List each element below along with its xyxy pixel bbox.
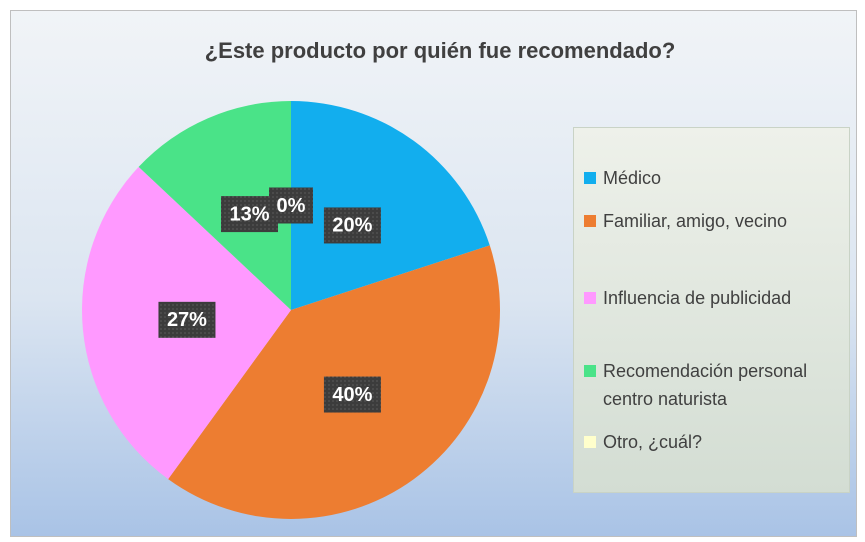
legend-swatch xyxy=(584,436,596,448)
legend-label: Otro, ¿cuál? xyxy=(603,432,703,452)
data-label-box xyxy=(323,376,381,413)
chart-title: ¿Este producto por quién fue recomendado… xyxy=(205,38,676,63)
data-label-box xyxy=(323,207,381,244)
legend-swatch xyxy=(584,172,596,184)
legend-item: Familiar, amigo, vecino xyxy=(584,207,846,235)
data-label-box xyxy=(220,196,278,233)
data-label: 13% xyxy=(229,203,269,225)
legend-item: Otro, ¿cuál? xyxy=(584,428,846,456)
legend-label: Familiar, amigo, vecino xyxy=(603,211,788,231)
data-label-box xyxy=(158,301,216,338)
legend-item: Recomendación personal centro naturista xyxy=(584,357,846,413)
legend-swatch xyxy=(584,365,596,377)
legend-label: Médico xyxy=(603,168,662,188)
legend-swatch xyxy=(584,292,596,304)
legend: Médico Familiar, amigo, vecino Influencia … xyxy=(573,127,850,493)
legend-item: Médico xyxy=(584,164,846,192)
legend-label: Recomendación personal centro naturista xyxy=(603,361,808,409)
data-label: 27% xyxy=(167,309,207,331)
data-label: 0% xyxy=(277,195,306,217)
pie-slice xyxy=(291,101,490,310)
data-label: 40% xyxy=(332,384,372,406)
data-label: 20% xyxy=(332,215,372,237)
legend-swatch xyxy=(584,215,596,227)
data-label-box xyxy=(269,187,313,224)
pie-slice xyxy=(138,101,291,310)
legend-label: Influencia de publicidad xyxy=(603,288,792,308)
legend-item: Influencia de publicidad xyxy=(584,284,846,312)
